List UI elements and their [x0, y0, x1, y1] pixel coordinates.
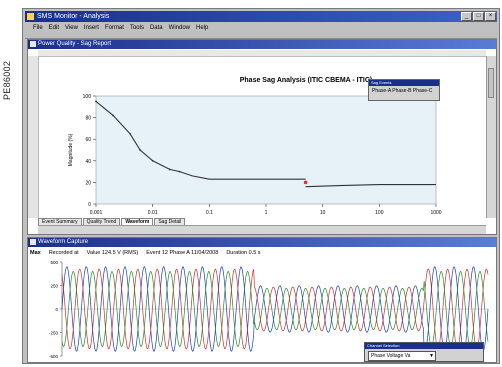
y-tick-label: 60: [85, 137, 91, 143]
info-event: Event 12 Phase A 11/04/2008: [146, 249, 219, 256]
wave-y-tick-label: -500: [49, 354, 59, 359]
app-title-bar[interactable]: SMS Monitor - Analysis _ □ ×: [25, 11, 497, 22]
legend-title: Sag Events: [369, 80, 439, 86]
sag-report-window: Power Quality - Sag Report Phase Sag Ana…: [27, 39, 497, 235]
channel-select-value: Phase Voltage Va: [371, 353, 411, 359]
row-ruler: [28, 56, 39, 218]
channel-selector-title: Channel Selection: [365, 343, 483, 349]
minimize-button[interactable]: _: [461, 12, 472, 21]
menu-window[interactable]: Window: [168, 25, 190, 31]
menu-data[interactable]: Data: [149, 25, 163, 31]
waveform-title: Waveform Capture: [38, 239, 89, 245]
toolbar: [25, 34, 497, 39]
info-duration: Duration 0.5 s: [226, 249, 261, 256]
document-icon: [30, 239, 36, 245]
scroll-thumb[interactable]: [488, 68, 494, 98]
data-point: [151, 159, 154, 162]
column-ruler: [38, 50, 486, 57]
tab-sag-detail[interactable]: Sag Detail: [154, 218, 186, 226]
horizontal-scrollbar[interactable]: [38, 225, 486, 234]
channel-selector-panel: Channel Selection Phase Voltage Va ▼: [364, 342, 484, 362]
sag-report-title-bar[interactable]: Power Quality - Sag Report: [28, 40, 496, 49]
info-value: Value 124.5 V (RMS): [86, 249, 139, 256]
x-tick-label: 100: [375, 210, 384, 216]
data-point: [129, 132, 132, 135]
legend-entries[interactable]: Phase-A Phase-B Phase-C: [372, 88, 433, 94]
y-tick-label: 100: [83, 94, 92, 100]
menu-file[interactable]: File: [33, 25, 43, 31]
info-recorded: Recorded at: [48, 249, 79, 256]
wave-y-tick-label: 500: [50, 260, 58, 265]
menu-bar: File Edit View Insert Format Tools Data …: [25, 23, 497, 33]
x-tick-label: 0.01: [148, 210, 158, 216]
wave-series-0: [61, 266, 489, 352]
wave-series-2: [61, 270, 489, 348]
app-title: SMS Monitor - Analysis: [37, 13, 110, 20]
application-window: SMS Monitor - Analysis _ □ × File Edit V…: [22, 8, 500, 364]
y-tick-label: 40: [85, 159, 91, 165]
menu-tools[interactable]: Tools: [129, 25, 144, 31]
sag-report-title: Power Quality - Sag Report: [38, 41, 112, 47]
figure-code: PE86002: [2, 60, 12, 100]
chevron-down-icon[interactable]: ▼: [429, 353, 434, 359]
tab-waveform[interactable]: Waveform: [121, 218, 154, 226]
app-icon: [27, 13, 34, 20]
menu-edit[interactable]: Edit: [48, 25, 60, 31]
waveform-title-bar[interactable]: Waveform Capture: [28, 238, 496, 247]
x-tick-label: 1000: [430, 210, 441, 216]
legend-panel: Sag Events Phase-A Phase-B Phase-C: [368, 79, 440, 101]
x-tick-label: 1: [265, 210, 268, 216]
tab-quality-trend[interactable]: Quality Trend: [82, 218, 121, 226]
maximize-button[interactable]: □: [473, 12, 484, 21]
x-tick-label: 10: [320, 210, 326, 216]
x-tick-label: 0.1: [206, 210, 213, 216]
waveform-plot: 500 250 0 -250 -500: [49, 260, 489, 359]
menu-insert[interactable]: Insert: [83, 25, 99, 31]
channel-select[interactable]: Phase Voltage Va ▼: [368, 351, 436, 361]
event-marker: [303, 180, 308, 185]
sheet-tabs: Event Summary Quality Trend Waveform Sag…: [38, 218, 486, 226]
info-label: Max: [30, 249, 41, 256]
close-button[interactable]: ×: [485, 12, 496, 21]
chart-title: Phase Sag Analysis (ITIC CBEMA - ITIC): [240, 77, 373, 84]
menu-format[interactable]: Format: [104, 25, 124, 31]
wave-y-tick-label: -250: [49, 331, 59, 336]
data-point: [168, 168, 171, 171]
data-point: [95, 100, 97, 103]
x-tick-label: 0.001: [90, 210, 103, 216]
wave-series-1: [61, 268, 489, 350]
menu-help[interactable]: Help: [196, 25, 209, 31]
wave-y-tick-label: 250: [50, 284, 58, 289]
wave-y-tick-label: 0: [55, 307, 58, 312]
y-tick-label: 20: [85, 180, 91, 186]
data-point: [112, 114, 114, 117]
y-tick-label: 80: [85, 116, 91, 122]
tab-event-summary[interactable]: Event Summary: [38, 218, 82, 226]
waveform-info-bar: Max Recorded at Value 124.5 V (RMS) Even…: [30, 248, 486, 257]
data-point: [178, 170, 181, 173]
series-line-1: [305, 184, 436, 188]
y-axis-label: Magnitude (%): [68, 133, 74, 166]
waveform-window: Waveform Capture Max Recorded at Value 1…: [27, 237, 497, 363]
data-point: [139, 149, 141, 151]
sag-chart: Phase Sag Analysis (ITIC CBEMA - ITIC) Ma…: [68, 77, 442, 216]
y-tick-label: 0: [88, 202, 91, 208]
document-icon: [30, 41, 36, 47]
plot-area: [95, 95, 437, 205]
menu-view[interactable]: View: [65, 25, 78, 31]
vertical-scrollbar[interactable]: [486, 56, 496, 218]
